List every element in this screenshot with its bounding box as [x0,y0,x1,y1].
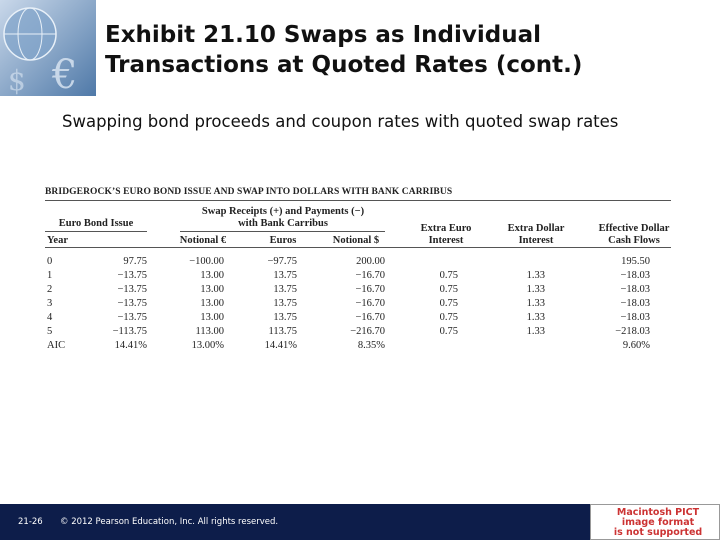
cell: 0 [47,256,53,267]
cell: 1.33 [526,312,545,323]
table-title: BRIDGEROCK’S EURO BOND ISSUE AND SWAP IN… [45,187,453,197]
cell: 13.75 [273,298,297,309]
group-header: Swap Receipts (+) and Payments (−) with … [201,206,365,229]
footer-bar [0,504,590,540]
cell: 0.75 [439,312,458,323]
cell: 4 [47,312,53,323]
placeholder-text: is not supported [613,527,703,538]
cell: −16.70 [355,312,385,323]
cell: 5 [47,326,53,337]
cell: −16.70 [355,270,385,281]
column-header: Euros [269,235,297,246]
cell: 113.00 [195,326,225,337]
cell: −13.75 [117,298,147,309]
cell: 13.75 [273,284,297,295]
cell: −18.03 [620,284,650,295]
placeholder-text: Macintosh PICT [616,507,700,518]
cell: −218.03 [615,326,650,337]
image-placeholder: Macintosh PICT image format is not suppo… [590,504,720,540]
cell: 13.00 [200,312,224,323]
slide-number: 21-26 [18,517,43,527]
cell: 14.41% [114,340,147,351]
cell: 1.33 [526,284,545,295]
cell: 0.75 [439,298,458,309]
cell: −16.70 [355,298,385,309]
logo: € $ [0,0,96,96]
column-header: Year [47,235,68,246]
cell: −97.75 [267,256,297,267]
cell: 2 [47,284,53,295]
cell: 13.00 [200,284,224,295]
cell: 13.00% [191,340,224,351]
cell: 0.75 [439,326,458,337]
cell: 97.75 [123,256,147,267]
cell: 13.00 [200,298,224,309]
cell: −18.03 [620,270,650,281]
cell: 0.75 [439,284,458,295]
cell: 1.33 [526,326,545,337]
column-header: Effective Dollar Cash Flows [598,223,670,246]
cell: −13.75 [117,284,147,295]
cell: −13.75 [117,312,147,323]
rule [180,231,385,232]
cell: 13.75 [273,270,297,281]
cell: 3 [47,298,53,309]
cell: 14.41% [264,340,297,351]
copyright: © 2012 Pearson Education, Inc. All right… [60,517,279,527]
cell: 13.00 [200,270,224,281]
cell: 1.33 [526,298,545,309]
cell: AIC [47,340,66,351]
cell: 1 [47,270,53,281]
cell: −13.75 [117,270,147,281]
cell: −100.00 [189,256,224,267]
svg-text:€: € [51,52,77,96]
placeholder-text: image format [621,517,695,528]
group-header: Euro Bond Issue [58,218,134,229]
column-header: Extra Euro Interest [420,223,472,246]
cell: 195.50 [621,256,650,267]
cell: 9.60% [622,340,650,351]
cell: 1.33 [526,270,545,281]
cell: −18.03 [620,312,650,323]
cell: −16.70 [355,284,385,295]
rule [45,247,671,248]
svg-text:$: $ [8,64,26,96]
cell: −113.75 [112,326,147,337]
cell: 113.75 [268,326,298,337]
column-header: Notional $ [332,235,380,246]
subtitle: Swapping bond proceeds and coupon rates … [62,112,619,131]
title-line: Exhibit 21.10 Swaps as Individual [105,22,542,48]
column-header: Extra Dollar Interest [507,223,565,246]
cell: −216.70 [350,326,385,337]
cell: −18.03 [620,298,650,309]
cell: 200.00 [356,256,385,267]
rule [45,200,671,201]
column-header: Notional € [179,235,227,246]
title-line: Transactions at Quoted Rates (cont.) [105,52,583,78]
cell: 13.75 [273,312,297,323]
rule [45,231,147,232]
cell: 0.75 [439,270,458,281]
cell: 8.35% [357,340,385,351]
